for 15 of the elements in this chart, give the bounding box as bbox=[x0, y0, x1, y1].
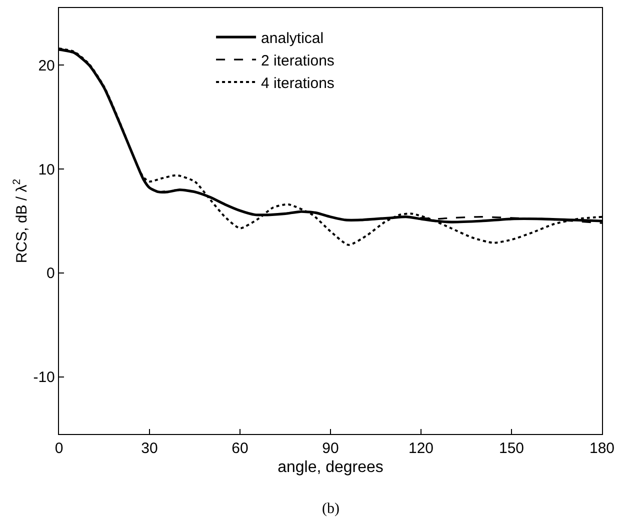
legend-label: 2 iterations bbox=[261, 52, 334, 70]
x-tick-label: 60 bbox=[232, 440, 248, 458]
x-tick-label: 90 bbox=[322, 440, 339, 458]
x-tick-label: 30 bbox=[141, 440, 158, 458]
legend-label: 4 iterations bbox=[261, 74, 334, 92]
y-tick-label: -10 bbox=[33, 369, 55, 386]
legend-label: analytical bbox=[261, 30, 324, 47]
x-axis-title: angle, degrees bbox=[278, 458, 384, 476]
x-tick-label: 180 bbox=[589, 440, 615, 458]
y-tick-label: 0 bbox=[46, 265, 55, 282]
y-tick-label: 20 bbox=[38, 57, 55, 74]
x-tick-label: 120 bbox=[408, 440, 434, 458]
text: (b) bbox=[322, 501, 340, 517]
y-tick-label: 10 bbox=[38, 161, 55, 178]
x-tick-label: 150 bbox=[498, 440, 524, 458]
